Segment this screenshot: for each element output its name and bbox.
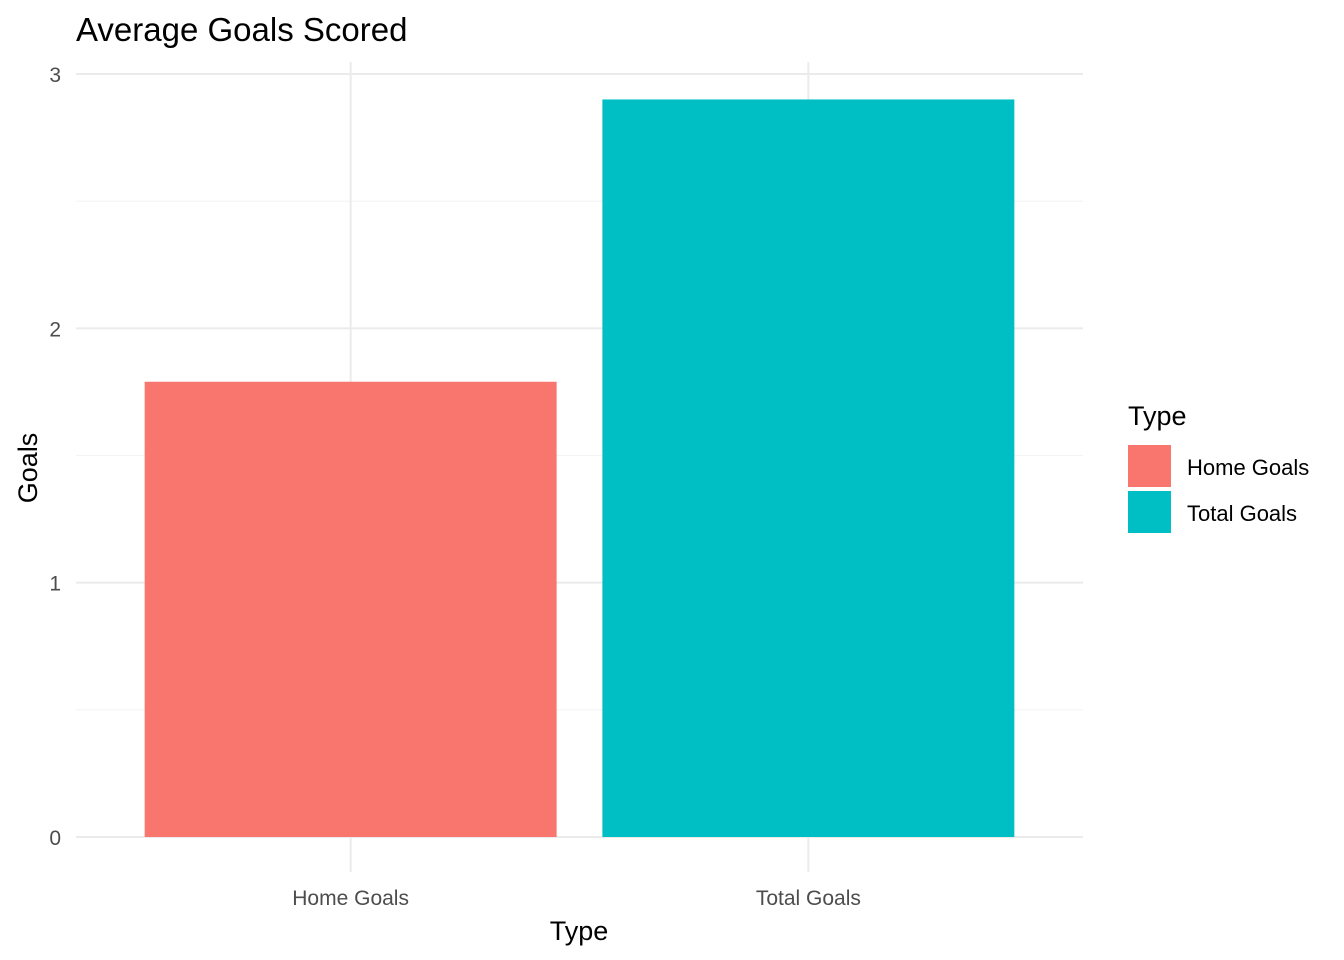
legend-title: Type [1128,401,1187,431]
legend-swatch [1128,491,1171,533]
x-axis-ticks: Home Goals Total Goals [292,887,861,910]
bars [144,99,1015,837]
y-axis-title: Goals [13,433,43,504]
y-tick-label: 3 [49,64,61,87]
y-axis-ticks: 0 1 2 3 [49,64,61,850]
bar-home-goals [144,381,557,837]
y-tick-label: 2 [49,318,61,341]
legend-label: Home Goals [1187,455,1309,480]
x-tick-label: Home Goals [292,887,409,910]
legend: Type Home Goals Total Goals [1128,401,1309,533]
bar-total-goals [602,99,1015,837]
y-tick-label: 0 [49,827,61,850]
x-axis-title: Type [550,916,609,946]
legend-items: Home Goals Total Goals [1128,445,1309,533]
x-tick-label: Total Goals [756,887,861,910]
chart-title: Average Goals Scored [76,11,407,48]
y-tick-label: 1 [49,573,61,596]
legend-swatch [1128,445,1171,487]
legend-label: Total Goals [1187,501,1297,526]
